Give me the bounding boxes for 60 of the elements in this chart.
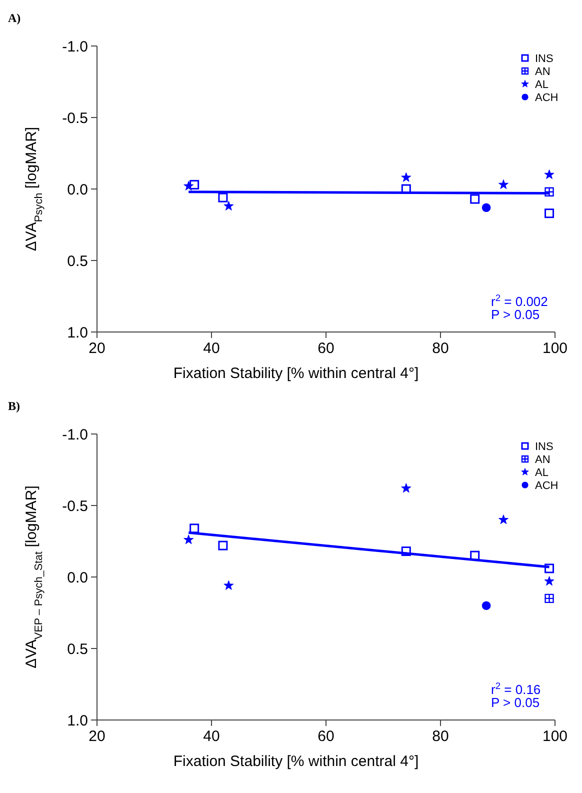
legend-label: AL [535, 466, 548, 479]
x-tick-label: 40 [203, 728, 220, 745]
legend-label: AN [535, 454, 550, 466]
x-tick-label: 80 [432, 340, 449, 357]
point [224, 200, 234, 210]
point [470, 194, 480, 204]
point [482, 203, 491, 212]
legend-label: INS [535, 440, 554, 453]
chart-title: A) [8, 11, 21, 25]
point [498, 179, 508, 190]
point [224, 580, 234, 590]
y-tick-label: -0.5 [62, 498, 88, 515]
x-tick-label: 60 [318, 340, 334, 357]
y-tick-label: -0.5 [62, 110, 88, 127]
point [544, 564, 554, 574]
point [498, 514, 508, 524]
chart-title: B) [8, 399, 20, 413]
legend-label: ACH [535, 480, 558, 492]
legend-label: AL [535, 78, 548, 91]
x-tick-label: 100 [542, 340, 568, 357]
annotation: r$^{2}$ = 0.002 [491, 293, 548, 309]
y-tick-label: -1.0 [62, 38, 88, 56]
y-tick-label: 0.5 [67, 252, 88, 270]
point [184, 180, 194, 190]
point [544, 594, 554, 604]
annotation: r$^{2}$ = 0.16 [491, 681, 541, 697]
point [544, 169, 554, 179]
y-tick-label: 0.0 [67, 181, 88, 198]
annotation: P > 0.05 [491, 695, 540, 710]
point [190, 524, 200, 534]
legend-label: AN [535, 66, 550, 78]
y-tick-label: 0.5 [67, 640, 88, 658]
y-tick-label: 1.0 [67, 712, 88, 730]
point [401, 184, 411, 194]
x-axis-title: Fixation Stability [% within central 4°] [173, 753, 419, 770]
legend-label: INS [535, 52, 554, 65]
x-tick-label: 20 [88, 728, 106, 745]
point [401, 483, 412, 493]
x-tick-label: 80 [432, 728, 449, 745]
point [184, 534, 194, 544]
point [401, 546, 411, 556]
point [218, 540, 228, 550]
point [544, 208, 554, 218]
point [544, 187, 554, 196]
point [218, 192, 228, 202]
x-tick-label: 20 [88, 340, 106, 357]
annotation: P > 0.05 [491, 307, 540, 322]
point [482, 601, 491, 610]
legend-label: ACH [535, 92, 558, 104]
y-tick-label: -1.0 [62, 426, 88, 444]
point [401, 172, 412, 182]
x-tick-label: 40 [203, 340, 220, 357]
x-tick-label: 100 [542, 728, 568, 745]
point [190, 180, 200, 190]
point [470, 550, 480, 560]
y-tick-label: 1.0 [67, 324, 88, 342]
x-axis-title: Fixation Stability [% within central 4°] [173, 365, 419, 382]
y-tick-label: 0.0 [67, 569, 88, 586]
x-tick-label: 60 [318, 728, 334, 745]
point [544, 576, 554, 586]
